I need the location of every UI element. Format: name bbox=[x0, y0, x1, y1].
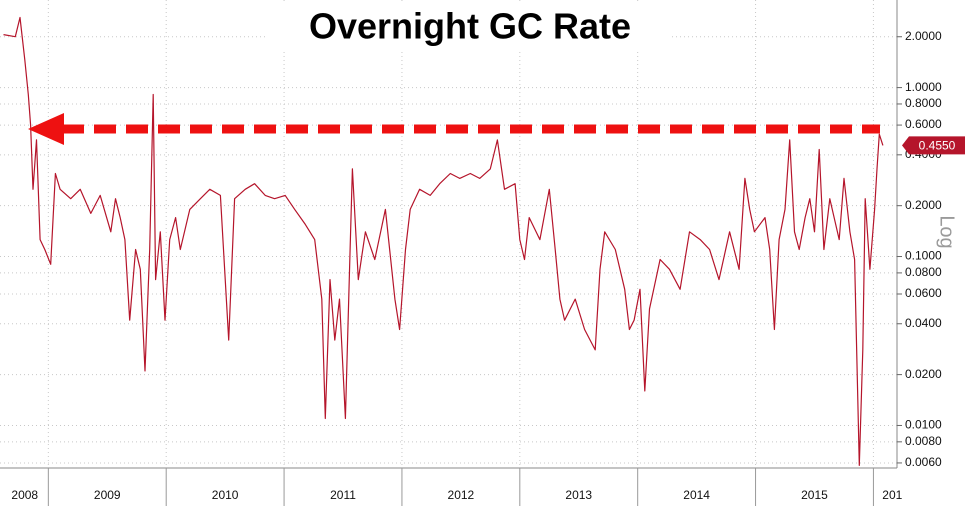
y-tick-label: 0.0400 bbox=[905, 316, 942, 330]
x-tick-label: 201 bbox=[882, 488, 902, 502]
x-tick-label: 2013 bbox=[565, 488, 592, 502]
y-tick-label: 1.0000 bbox=[905, 80, 942, 94]
arrow-head bbox=[28, 113, 64, 145]
y-tick-label: 0.0100 bbox=[905, 418, 942, 432]
last-value-label: 0.4550 bbox=[919, 139, 956, 153]
y-tick-label: 0.6000 bbox=[905, 117, 942, 131]
y-tick-label: 0.1000 bbox=[905, 249, 942, 263]
y-tick-label: 0.0060 bbox=[905, 455, 942, 469]
x-tick-label: 2010 bbox=[212, 488, 239, 502]
rate-line bbox=[3, 16, 884, 466]
x-tick-label: 2015 bbox=[801, 488, 828, 502]
y-tick-label: 0.0200 bbox=[905, 367, 942, 381]
x-tick-label: 2009 bbox=[94, 488, 121, 502]
x-tick-label: 2008 bbox=[11, 488, 38, 502]
y-tick-label: 0.8000 bbox=[905, 96, 942, 110]
x-tick-label: 2014 bbox=[683, 488, 710, 502]
y-tick-label: 0.0600 bbox=[905, 286, 942, 300]
last-value-tag bbox=[902, 136, 965, 155]
title-background bbox=[268, 4, 672, 50]
x-tick-label: 2011 bbox=[330, 488, 356, 502]
y-axis-title: Log bbox=[936, 215, 958, 248]
y-tick-label: 2.0000 bbox=[905, 29, 942, 43]
x-tick-label: 2012 bbox=[448, 488, 475, 502]
y-tick-label: 0.0800 bbox=[905, 265, 942, 279]
y-tick-label: 0.0080 bbox=[905, 434, 942, 448]
plot bbox=[3, 16, 884, 466]
arrow-annotation bbox=[28, 113, 880, 145]
y-tick-label: 0.2000 bbox=[905, 198, 942, 212]
chart-title: Overnight GC Rate bbox=[309, 6, 631, 47]
